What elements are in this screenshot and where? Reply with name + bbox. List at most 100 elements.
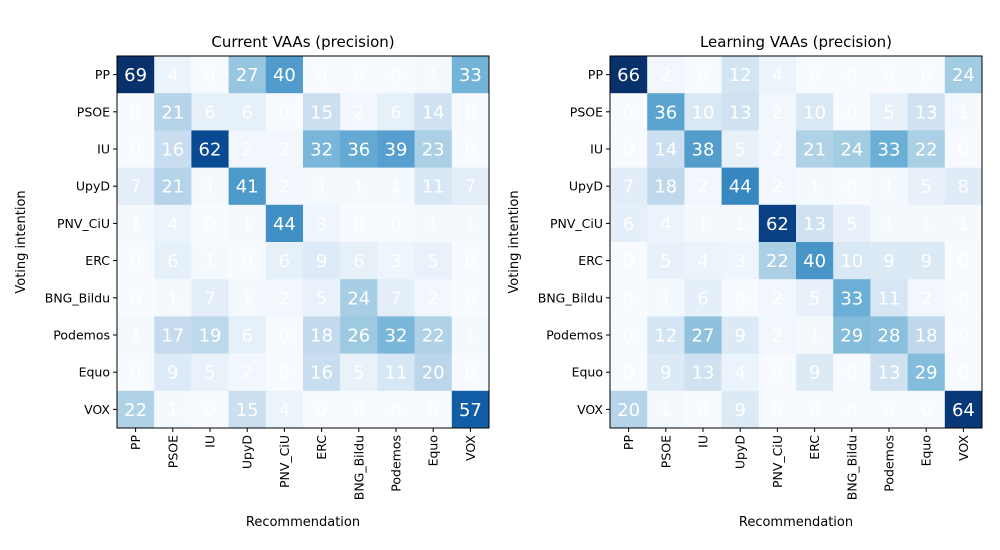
cell-value-label: 15 <box>310 102 333 123</box>
cell-value-label: 12 <box>729 65 752 86</box>
heatmap-cell <box>758 353 797 392</box>
heatmap-cell <box>944 316 983 355</box>
cell-value-label: 33 <box>878 140 901 161</box>
y-tick-label: PP <box>95 67 111 82</box>
cell-value-label: 5 <box>734 140 745 161</box>
heatmap-cell <box>796 279 834 317</box>
heatmap-cell <box>377 56 416 94</box>
heatmap-cell <box>117 56 155 94</box>
cell-value-label: 0 <box>958 288 969 309</box>
heatmap-cell <box>684 390 723 429</box>
heatmap-cell <box>451 130 490 169</box>
heatmap-cell <box>414 204 453 243</box>
x-axis-label: Recommendation <box>739 515 853 530</box>
cell-value-label: 4 <box>167 65 178 86</box>
cell-value-label: 0 <box>846 400 857 421</box>
heatmap-cell <box>228 167 267 206</box>
cell-value-label: 2 <box>427 288 438 309</box>
heatmap-cell <box>796 316 834 355</box>
y-tick-label: IU <box>590 142 603 157</box>
y-tick-label: ERC <box>85 253 110 268</box>
heatmap-cell <box>796 242 834 280</box>
cell-value-label: 2 <box>697 177 708 198</box>
cell-value-label: 22 <box>422 326 445 347</box>
cell-value-label: 2 <box>772 177 783 198</box>
cell-value-label: 7 <box>390 288 401 309</box>
cell-value-label: 0 <box>697 400 708 421</box>
heatmap-cell <box>833 130 871 169</box>
y-tick-label: PP <box>588 67 604 82</box>
heatmap-cell <box>414 167 453 206</box>
cell-value-label: 27 <box>236 65 259 86</box>
heatmap-cell <box>647 167 685 206</box>
cell-value-label: 0 <box>316 65 327 86</box>
heatmap-cell <box>721 353 760 392</box>
cell-value-label: 18 <box>310 326 333 347</box>
y-tick-label: Equo <box>79 365 110 380</box>
heatmap-cell <box>228 93 267 131</box>
cell-value-label: 66 <box>617 65 640 86</box>
heatmap-cell <box>684 56 723 94</box>
heatmap-cell <box>684 242 723 280</box>
cell-value-label: 2 <box>660 65 671 86</box>
x-tick-label: BNG_Bildu <box>351 435 366 500</box>
cell-value-label: 21 <box>803 140 826 161</box>
heatmap-cell <box>610 390 648 429</box>
chart-title: Learning VAAs (precision) <box>700 33 892 51</box>
cell-value-label: 16 <box>310 363 333 384</box>
cell-value-label: 33 <box>840 288 863 309</box>
heatmap-cell <box>833 353 871 392</box>
cell-value-label: 18 <box>654 177 677 198</box>
cell-value-label: 0 <box>920 400 931 421</box>
heatmap-cell <box>796 56 834 94</box>
cell-value-label: 6 <box>167 251 178 272</box>
cell-value-label: 57 <box>459 400 482 421</box>
heatmap-cell <box>154 242 192 280</box>
x-tick-label: Equo <box>426 435 441 466</box>
cell-value-label: 5 <box>204 363 215 384</box>
heatmap-cell <box>451 93 490 131</box>
heatmap-0: 69 4 0 27 40 0 0 0 1 330 21 6 6 0 15 2 6 14 00 16 62 2 2 32 36 39… <box>14 33 490 530</box>
heatmap-cell <box>303 204 341 243</box>
cell-value-label: 13 <box>803 214 826 235</box>
cell-value-label: 0 <box>427 400 438 421</box>
cell-value-label: 0 <box>883 400 894 421</box>
heatmap-cell <box>684 93 723 131</box>
heatmap-cell <box>265 167 304 206</box>
x-tick-label: PNV_CiU <box>277 435 292 488</box>
heatmap-cell <box>758 242 797 280</box>
cell-value-label: 0 <box>465 363 476 384</box>
cell-value-label: 7 <box>623 177 634 198</box>
cell-value-label: 2 <box>279 140 290 161</box>
heatmap-cell <box>647 56 685 94</box>
heatmap-cell <box>377 390 416 429</box>
cell-value-label: 40 <box>273 65 296 86</box>
cell-value-label: 29 <box>840 326 863 347</box>
cell-value-label: 0 <box>130 363 141 384</box>
cell-value-label: 62 <box>766 214 789 235</box>
cell-value-label: 0 <box>623 140 634 161</box>
heatmap-cell <box>414 316 453 355</box>
heatmap-cell <box>191 390 230 429</box>
cell-value-label: 32 <box>310 140 333 161</box>
heatmap-cell <box>228 279 267 317</box>
cell-value-label: 2 <box>279 177 290 198</box>
cell-value-label: 3 <box>734 251 745 272</box>
cell-value-label: 0 <box>772 400 783 421</box>
heatmap-cell <box>944 353 983 392</box>
heatmap-cell <box>191 204 230 243</box>
cell-value-label: 32 <box>385 326 408 347</box>
cell-value-label: 13 <box>915 102 938 123</box>
heatmap-cell <box>758 279 797 317</box>
heatmap-cell <box>451 242 490 280</box>
heatmap-cell <box>758 130 797 169</box>
x-tick-label: UpyD <box>733 435 748 469</box>
cell-value-label: 0 <box>958 251 969 272</box>
heatmap-cell <box>228 56 267 94</box>
cell-value-label: 29 <box>915 363 938 384</box>
cell-value-label: 1 <box>809 326 820 347</box>
heatmap-cell <box>191 167 230 206</box>
heatmap-cell <box>833 56 871 94</box>
cell-value-label: 9 <box>734 400 745 421</box>
cell-value-label: 0 <box>623 363 634 384</box>
